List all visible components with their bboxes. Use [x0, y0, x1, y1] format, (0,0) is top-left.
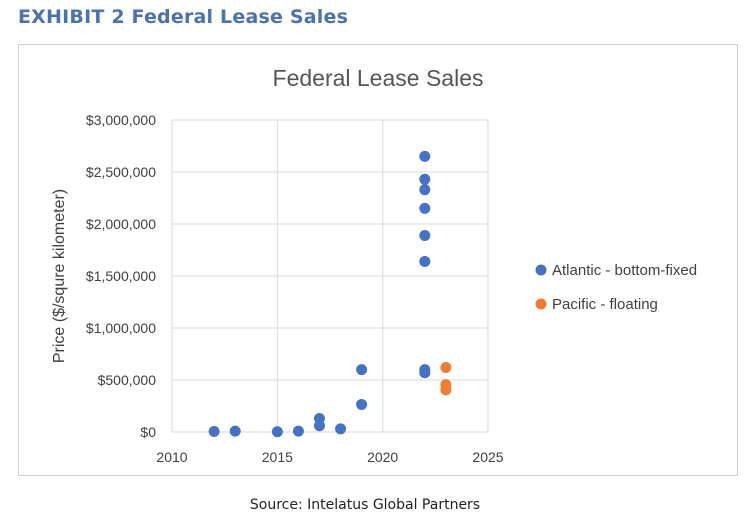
- data-points: [208, 150, 452, 438]
- data-point: [356, 398, 368, 410]
- data-point: [271, 426, 283, 438]
- chart-title: Federal Lease Sales: [273, 65, 484, 91]
- y-tick-labels: $0 $500,000 $1,000,000 $1,500,000 $2,000,000…: [86, 112, 156, 440]
- y-tick-label: $3,000,000: [86, 112, 156, 128]
- y-tick-label: $1,000,000: [86, 320, 156, 336]
- data-point: [419, 202, 431, 214]
- data-point: [419, 173, 431, 185]
- data-point: [419, 229, 431, 241]
- exhibit-title: EXHIBIT 2 Federal Lease Sales: [18, 6, 349, 28]
- data-point: [292, 425, 304, 437]
- y-tick-label: $500,000: [98, 372, 157, 388]
- legend-label: Pacific - floating: [552, 296, 658, 313]
- data-point: [419, 367, 431, 379]
- grid-layer: [171, 119, 489, 433]
- data-point: [440, 362, 452, 374]
- data-point: [313, 420, 325, 432]
- data-point: [356, 364, 368, 376]
- data-point: [208, 425, 220, 437]
- source-note: Source: Intelatus Global Partners: [249, 497, 481, 513]
- x-tick-label: 2015: [262, 449, 293, 465]
- x-tick-label: 2025: [472, 449, 503, 465]
- legend-marker: [535, 298, 547, 310]
- y-tick-label: $0: [140, 424, 156, 440]
- legend-marker: [535, 264, 547, 276]
- y-axis-title: Price ($/squre kilometer): [51, 189, 68, 363]
- data-point: [419, 255, 431, 267]
- data-point: [440, 384, 452, 396]
- data-point: [419, 184, 431, 196]
- data-point: [419, 150, 431, 162]
- x-tick-label: 2020: [367, 449, 398, 465]
- data-point: [229, 425, 241, 437]
- chart-frame: [18, 44, 738, 476]
- legend-label: Atlantic - bottom-fixed: [552, 262, 697, 279]
- x-tick-labels: 2010 2015 2020 2025: [156, 449, 503, 465]
- x-tick-label: 2010: [156, 449, 187, 465]
- y-tick-label: $2,000,000: [86, 216, 156, 232]
- data-point: [335, 423, 347, 435]
- legend: Atlantic - bottom-fixed Pacific - floatin…: [535, 262, 697, 313]
- y-tick-label: $2,500,000: [86, 164, 156, 180]
- scatter-chart: Federal Lease Sales $0 $500,000 $1,000,000…: [51, 65, 697, 465]
- y-tick-label: $1,500,000: [86, 268, 156, 284]
